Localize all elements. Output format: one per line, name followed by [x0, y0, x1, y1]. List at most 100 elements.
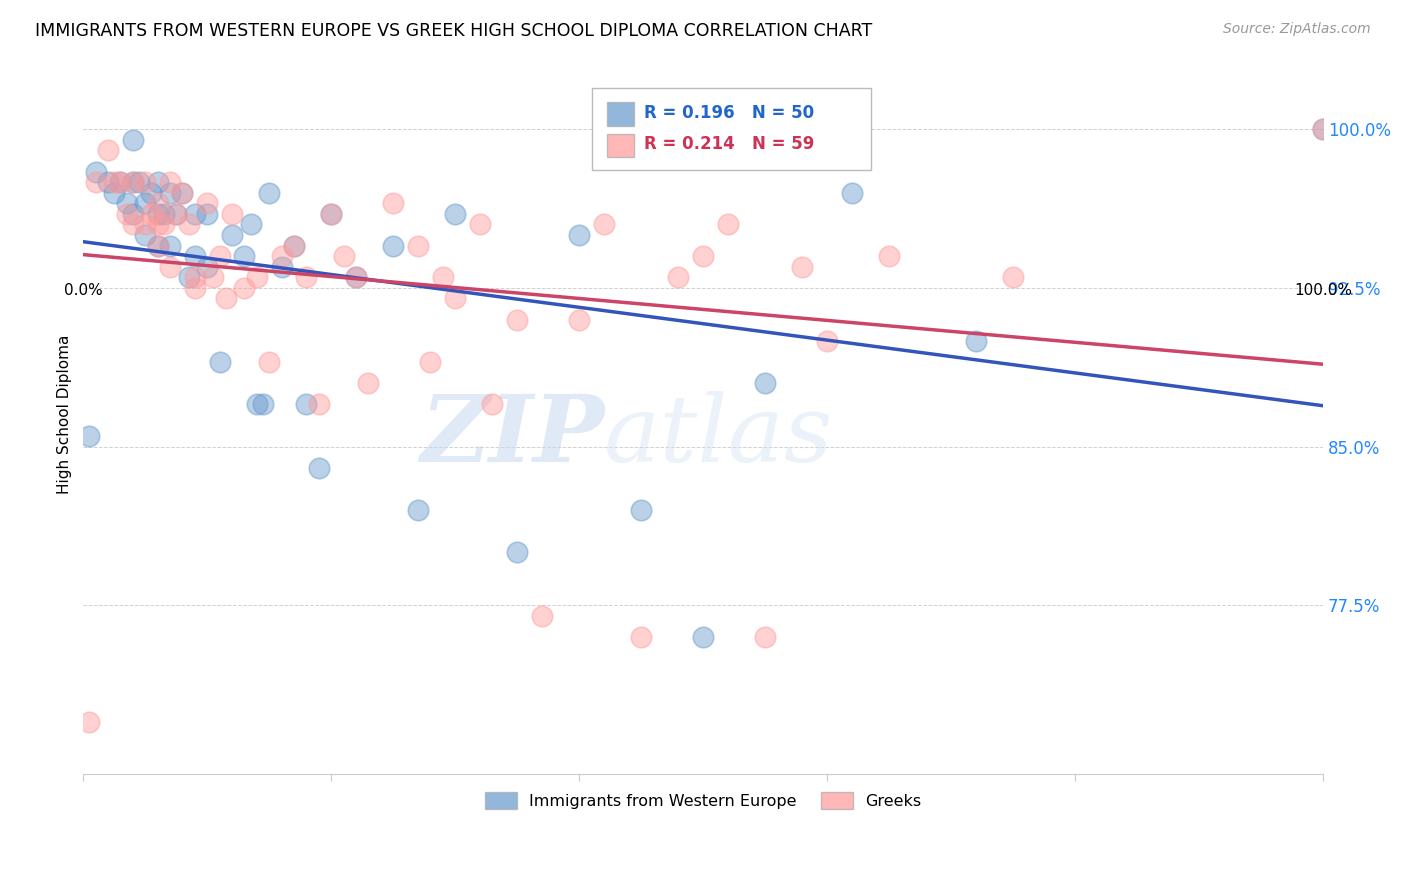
Point [246, 397, 269, 411]
Point [754, 376, 776, 390]
Legend: Immigrants from Western Europe, Greeks: Immigrants from Western Europe, Greeks [477, 784, 929, 817]
Point [122, 207, 145, 221]
Point [141, 186, 163, 200]
Point [146, 218, 169, 232]
Point [153, 207, 176, 221]
Point [103, 186, 125, 200]
Point [593, 218, 616, 232]
Point [332, 249, 354, 263]
Text: ZIP: ZIP [420, 392, 605, 482]
Point [84, 175, 107, 189]
Point [221, 207, 243, 221]
Point [172, 186, 194, 200]
Point [432, 270, 454, 285]
Point [103, 175, 125, 189]
Point [295, 270, 318, 285]
Point [283, 238, 305, 252]
Point [270, 260, 292, 274]
Point [146, 207, 169, 221]
Y-axis label: High School Diploma: High School Diploma [58, 335, 72, 494]
Point [184, 249, 207, 263]
Point [146, 196, 169, 211]
Point [184, 281, 207, 295]
Point [344, 270, 367, 285]
Point [134, 175, 156, 189]
Point [165, 207, 187, 221]
Point [630, 503, 652, 517]
Point [406, 503, 429, 517]
Point [406, 238, 429, 252]
Text: IMMIGRANTS FROM WESTERN EUROPE VS GREEK HIGH SCHOOL DIPLOMA CORRELATION CHART: IMMIGRANTS FROM WESTERN EUROPE VS GREEK … [35, 22, 872, 40]
Point [184, 207, 207, 221]
Point [159, 238, 181, 252]
Point [195, 196, 218, 211]
Point [692, 249, 714, 263]
Point [202, 270, 225, 285]
Point [233, 281, 256, 295]
Point [308, 397, 330, 411]
Point [965, 334, 987, 348]
Point [270, 249, 292, 263]
Point [146, 175, 169, 189]
Point [506, 312, 529, 326]
Point [134, 218, 156, 232]
Point [239, 218, 262, 232]
Text: atlas: atlas [605, 392, 834, 482]
Point [321, 207, 343, 221]
Point [122, 218, 145, 232]
Point [252, 397, 274, 411]
Text: R = 0.196   N = 50: R = 0.196 N = 50 [644, 103, 814, 121]
Point [159, 186, 181, 200]
Point [208, 355, 231, 369]
Point [208, 249, 231, 263]
Point [110, 175, 132, 189]
Point [146, 238, 169, 252]
Point [321, 207, 343, 221]
Point [841, 186, 863, 200]
Point [146, 238, 169, 252]
Point [382, 196, 405, 211]
Point [283, 238, 305, 252]
Point [153, 218, 176, 232]
Point [754, 630, 776, 644]
FancyBboxPatch shape [606, 134, 634, 157]
Point [159, 260, 181, 274]
Point [177, 270, 200, 285]
FancyBboxPatch shape [606, 102, 634, 126]
Point [122, 175, 145, 189]
Point [97, 144, 120, 158]
Point [233, 249, 256, 263]
Point [630, 630, 652, 644]
Point [79, 429, 101, 443]
Point [115, 207, 138, 221]
Point [382, 238, 405, 252]
Point [141, 207, 163, 221]
Point [122, 175, 145, 189]
Point [792, 260, 814, 274]
Point [419, 355, 441, 369]
Point [468, 218, 491, 232]
Point [717, 218, 740, 232]
Text: 0.0%: 0.0% [63, 283, 103, 298]
Point [172, 186, 194, 200]
Point [115, 196, 138, 211]
Point [84, 164, 107, 178]
Point [668, 270, 690, 285]
Point [134, 227, 156, 242]
Point [195, 260, 218, 274]
Text: Source: ZipAtlas.com: Source: ZipAtlas.com [1223, 22, 1371, 37]
Point [815, 334, 838, 348]
Point [481, 397, 503, 411]
Point [259, 355, 281, 369]
Text: 100.0%: 100.0% [1294, 283, 1353, 298]
FancyBboxPatch shape [592, 87, 870, 170]
Point [165, 207, 187, 221]
Point [110, 175, 132, 189]
Point [259, 186, 281, 200]
Point [568, 227, 591, 242]
Point [195, 207, 218, 221]
Point [246, 270, 269, 285]
Point [531, 608, 554, 623]
Point [344, 270, 367, 285]
Point [134, 196, 156, 211]
